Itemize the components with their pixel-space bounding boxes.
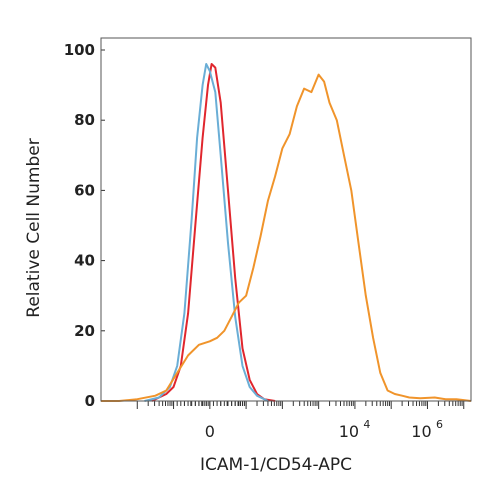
y-tick-labels: 0 20 40 60 80 100 bbox=[64, 41, 105, 410]
y-tick-label: 80 bbox=[74, 111, 95, 129]
y-tick-label: 0 bbox=[85, 392, 95, 410]
histogram-series-line bbox=[151, 63, 276, 402]
y-tick-label: 20 bbox=[74, 322, 95, 340]
x-tick-label: 10 bbox=[339, 422, 359, 441]
y-tick-label: 60 bbox=[74, 181, 95, 199]
x-tick-labels: 0 10 4 10 6 bbox=[205, 418, 443, 441]
x-tick-label: 10 bbox=[411, 422, 431, 441]
y-axis-label: Relative Cell Number bbox=[24, 138, 44, 317]
x-tick-label: 0 bbox=[205, 422, 215, 441]
x-tick-exponent: 6 bbox=[436, 418, 443, 431]
x-minor-ticks bbox=[136, 401, 465, 409]
y-tick-label: 40 bbox=[74, 252, 95, 270]
histogram-series-line bbox=[144, 63, 269, 402]
x-tick-exponent: 4 bbox=[363, 418, 370, 431]
plot-frame bbox=[100, 37, 472, 402]
series-group bbox=[101, 63, 472, 402]
x-axis-label: ICAM-1/CD54-APC bbox=[200, 455, 352, 475]
y-tick-label: 100 bbox=[64, 41, 95, 59]
histogram-series-line bbox=[101, 73, 472, 402]
